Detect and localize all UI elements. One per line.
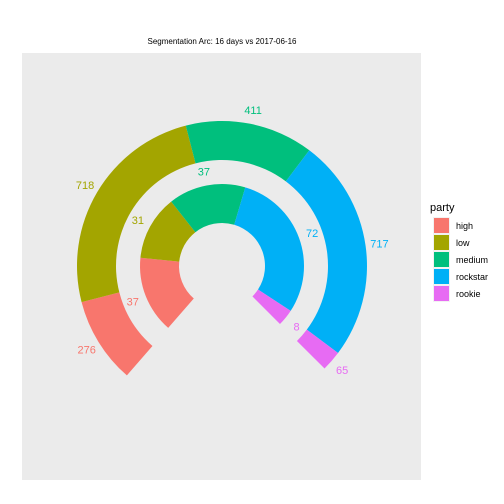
arc-layer — [77, 121, 367, 376]
legend-label-rookie: rookie — [456, 289, 481, 299]
arc-outer-medium — [185, 121, 310, 182]
value-label-outer-rockstar: 717 — [370, 239, 388, 251]
legend-label-rockstar: rockstar — [456, 272, 488, 282]
legend-swatch-medium — [434, 252, 449, 267]
legend-keys: high low medium rockstar rookie — [433, 217, 488, 302]
value-label-outer-high: 276 — [78, 345, 96, 357]
legend-label-medium: medium — [456, 255, 488, 265]
legend-swatch-low — [434, 235, 449, 250]
legend-label-low: low — [456, 238, 470, 248]
arc-outer-rockstar — [285, 150, 367, 353]
legend-label-high: high — [456, 221, 473, 231]
arc-outer-rookie — [296, 329, 339, 369]
legend: party high low medium rockstar rookie — [430, 202, 488, 302]
value-label-outer-medium: 411 — [244, 105, 262, 117]
value-label-outer-rookie: 65 — [336, 365, 348, 377]
arc-outer-low — [77, 125, 196, 303]
value-label-inner-rockstar: 72 — [306, 228, 318, 240]
arc-inner-low — [140, 201, 196, 262]
legend-swatch-high — [434, 218, 449, 233]
arc-inner-high — [139, 257, 194, 328]
value-label-inner-low: 31 — [132, 215, 144, 227]
arc-outer-high — [81, 292, 153, 376]
value-label-inner-rookie: 8 — [293, 322, 299, 334]
legend-swatch-rookie — [434, 286, 449, 301]
arc-inner-rookie — [252, 289, 291, 324]
value-label-outer-low: 718 — [76, 180, 94, 192]
chart-title: Segmentation Arc: 16 days vs 2017-06-16 — [148, 37, 298, 46]
arc-inner-medium — [171, 183, 246, 233]
value-label-inner-high: 37 — [127, 296, 139, 308]
value-label-inner-medium: 37 — [198, 167, 210, 179]
legend-title: party — [430, 202, 455, 214]
value-label-layer: 276 718 411 717 65 37 31 37 72 8 — [76, 105, 389, 377]
legend-swatch-rockstar — [434, 269, 449, 284]
arc-inner-rockstar — [234, 187, 304, 311]
